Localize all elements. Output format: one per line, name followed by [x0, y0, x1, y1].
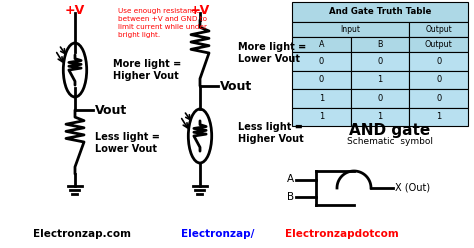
Bar: [410, 22, 468, 37]
Text: Vout: Vout: [95, 103, 127, 117]
Bar: [292, 70, 351, 89]
Text: A: A: [319, 40, 324, 49]
Bar: [410, 70, 468, 89]
Bar: [292, 2, 468, 22]
Text: 1: 1: [377, 112, 383, 121]
Text: 0: 0: [436, 94, 441, 103]
Text: A: A: [287, 175, 294, 185]
Text: AND gate: AND gate: [349, 123, 430, 137]
Bar: [410, 89, 468, 107]
Bar: [292, 89, 351, 107]
Text: Electronzap/: Electronzap/: [182, 229, 255, 239]
Text: 0: 0: [436, 57, 441, 66]
Bar: [351, 89, 410, 107]
Text: +V: +V: [190, 3, 210, 17]
Text: Less light =
Lower Vout: Less light = Lower Vout: [95, 132, 160, 154]
Text: Electronzap.com: Electronzap.com: [33, 229, 131, 239]
Bar: [292, 37, 351, 52]
Bar: [351, 70, 410, 89]
Text: B: B: [287, 191, 294, 201]
Text: And Gate Truth Table: And Gate Truth Table: [329, 7, 431, 17]
Bar: [292, 22, 410, 37]
Bar: [292, 107, 351, 126]
Text: +V: +V: [65, 3, 85, 17]
Bar: [410, 107, 468, 126]
Text: 1: 1: [319, 94, 324, 103]
Text: 0: 0: [436, 75, 441, 84]
Text: X (Out): X (Out): [395, 183, 430, 193]
Text: Output: Output: [425, 25, 452, 34]
Text: 0: 0: [377, 94, 383, 103]
Text: 0: 0: [319, 75, 324, 84]
Text: Vout: Vout: [220, 80, 252, 93]
Bar: [351, 52, 410, 70]
Text: Schematic  symbol: Schematic symbol: [347, 137, 433, 147]
Bar: [351, 107, 410, 126]
Text: B: B: [377, 40, 383, 49]
Text: 0: 0: [377, 57, 383, 66]
Text: More light =
Higher Vout: More light = Higher Vout: [113, 59, 181, 81]
Text: Electronzapdotcom: Electronzapdotcom: [285, 229, 399, 239]
Text: Use enough resistance
between +V and GND to
limit current while under
bright lig: Use enough resistance between +V and GND…: [118, 8, 207, 38]
Text: 1: 1: [436, 112, 441, 121]
Text: More light =
Lower Vout: More light = Lower Vout: [238, 42, 306, 64]
Bar: [410, 52, 468, 70]
Text: Output: Output: [425, 40, 453, 49]
Bar: [292, 52, 351, 70]
Text: Less light =
Higher Vout: Less light = Higher Vout: [238, 122, 304, 144]
Text: Input: Input: [341, 25, 361, 34]
Text: 1: 1: [319, 112, 324, 121]
Bar: [410, 37, 468, 52]
Text: 0: 0: [319, 57, 324, 66]
Text: 1: 1: [377, 75, 383, 84]
Bar: [351, 37, 410, 52]
